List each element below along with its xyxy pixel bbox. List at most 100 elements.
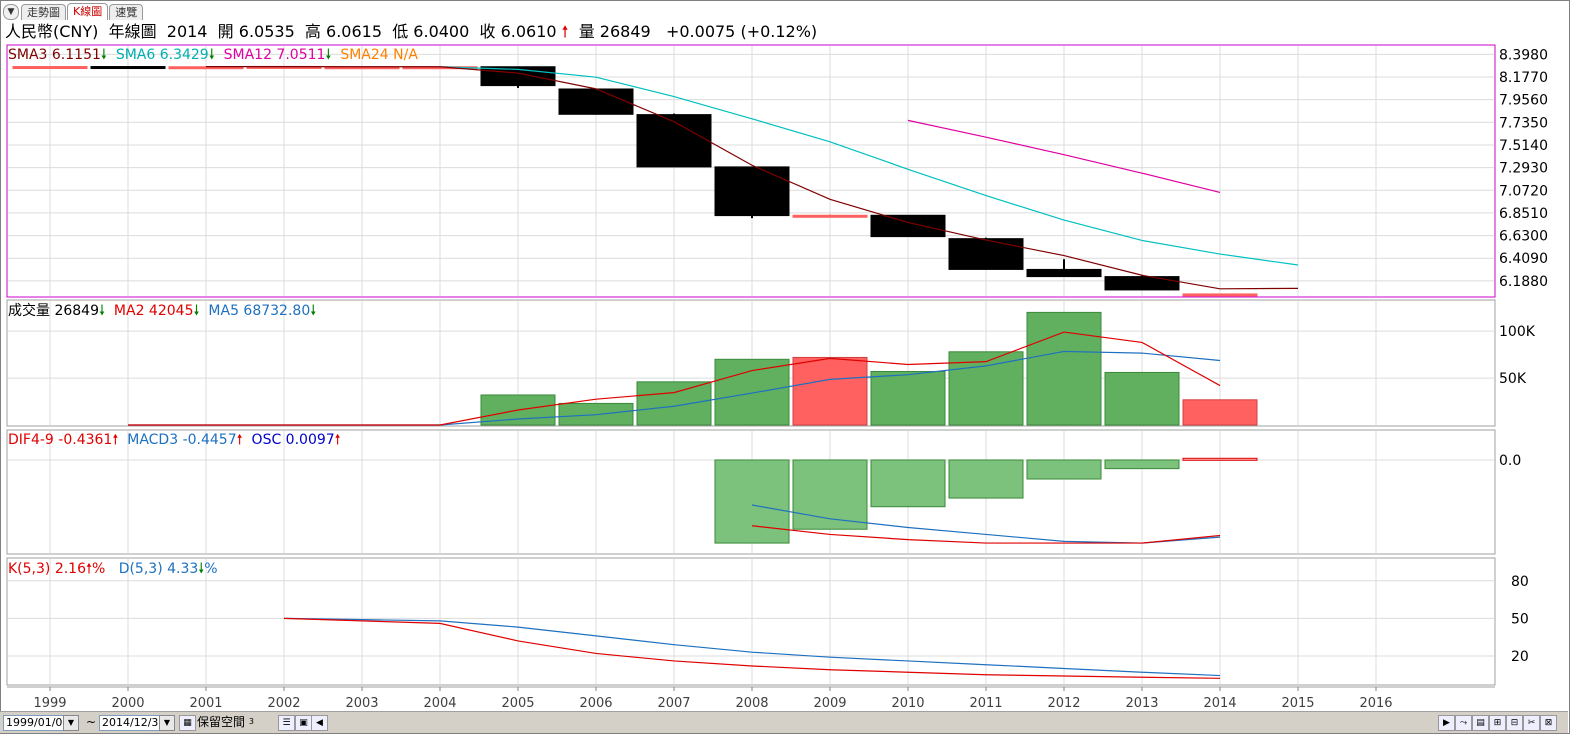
osc-up-arrow-icon: 🠕 xyxy=(334,432,341,448)
candle-body xyxy=(1182,293,1258,297)
ma5-legend: MA5 68732.80 xyxy=(208,303,311,319)
year-label: 2014 xyxy=(166,22,208,41)
period-label: 年線圖 xyxy=(108,22,157,41)
panel-frame-4 xyxy=(6,557,1496,686)
d-percent: % xyxy=(204,561,218,577)
x-tick-label: 2008 xyxy=(735,696,768,711)
osc-bar xyxy=(792,459,868,530)
kd-legend: K(5,3) 2.16🠕% D(5,3) 4.33🠗% xyxy=(8,561,218,577)
volume-bar xyxy=(714,358,790,426)
volume-label: 量 xyxy=(578,22,595,41)
osc-bar xyxy=(1104,459,1180,470)
end-date-dropdown-icon[interactable]: ▼ xyxy=(159,715,175,731)
macd-legend: DIF4-9 -0.4361🠕 MACD3 -0.4457🠕 OSC 0.009… xyxy=(8,432,341,448)
volume-bar xyxy=(948,351,1024,426)
candle-body xyxy=(870,214,946,238)
change-value: +0.0075 (+0.12%) xyxy=(665,22,818,41)
volume-bar xyxy=(1026,311,1102,426)
x-tick-label: 2003 xyxy=(345,696,378,711)
zoom-out-icon[interactable]: ⊟ xyxy=(1506,715,1523,731)
k-line xyxy=(283,617,1221,679)
volume-bar xyxy=(1104,371,1180,426)
zoom-in-icon[interactable]: ⊞ xyxy=(1489,715,1506,731)
start-date-dropdown-icon[interactable]: ▼ xyxy=(63,715,79,731)
price-tick-label: 7.0720 xyxy=(1499,183,1548,199)
price-tick-label: 7.7350 xyxy=(1499,115,1548,131)
list-icon[interactable]: ☰ xyxy=(278,715,295,731)
start-date-field[interactable]: 1999/01/01 xyxy=(3,715,69,731)
close-value: 6.0610 xyxy=(500,22,557,41)
volume-value: 26849 xyxy=(599,22,651,41)
reserve-space-label: 保留空間 3 xyxy=(197,715,254,729)
volume-tick-label: 100K xyxy=(1499,324,1536,340)
macd-up-arrow-icon: 🠕 xyxy=(236,432,243,448)
vol-down-arrow-icon: 🠗 xyxy=(99,303,106,319)
sma3-line xyxy=(206,66,1299,290)
low-value: 6.0400 xyxy=(413,22,470,41)
price-tick-label: 6.6300 xyxy=(1499,229,1548,245)
dif-legend: DIF4-9 -0.4361 xyxy=(8,432,113,448)
x-tick-label: 1999 xyxy=(33,696,66,711)
export-icon[interactable]: ▤ xyxy=(1472,715,1489,731)
volume-bar xyxy=(792,356,868,426)
ma2-line xyxy=(128,331,1221,426)
x-tick-label: 2011 xyxy=(969,696,1002,711)
quote-header: 人民幣(CNY) 年線圖 2014 開 6.0535 高 6.0615 低 6.… xyxy=(5,22,817,42)
high-label: 高 xyxy=(304,22,321,41)
end-date-field[interactable]: 2014/12/31 xyxy=(99,715,165,731)
price-tick-label: 6.1880 xyxy=(1499,274,1548,290)
x-tick-label: 2002 xyxy=(267,696,300,711)
reserve-space-text: 保留空間 xyxy=(197,715,246,729)
sma12-legend: SMA12 7.0511 xyxy=(223,47,326,63)
x-tick-label: 2016 xyxy=(1359,696,1392,711)
x-tick-label: 2009 xyxy=(813,696,846,711)
chart-type-icon[interactable]: ⤳ xyxy=(1455,715,1472,731)
sma6-line xyxy=(439,66,1299,266)
macd-tick-label: 0.0 xyxy=(1499,453,1521,469)
k-legend: K(5,3) 2.16 xyxy=(8,561,86,577)
tab-kline[interactable]: K線圖 xyxy=(67,3,109,20)
tab-overview[interactable]: 速覽 xyxy=(109,4,144,20)
price-tick-label: 8.1770 xyxy=(1499,70,1548,86)
dif-line xyxy=(751,525,1221,544)
candle-body xyxy=(1104,276,1180,291)
tab-menu-icon[interactable]: ▼ xyxy=(3,4,19,20)
volume-tick-label: 50K xyxy=(1499,371,1527,387)
osc-bar xyxy=(1026,459,1102,480)
candle-body xyxy=(558,88,634,115)
sma6-down-arrow-icon: 🠗 xyxy=(208,47,215,63)
high-value: 6.0615 xyxy=(326,22,383,41)
price-legend: SMA3 6.1151🠗 SMA6 6.3429🠗 SMA12 7.0511🠗 … xyxy=(8,47,418,63)
close-label: 收 xyxy=(479,22,496,41)
calendar-icon[interactable]: ▦ xyxy=(179,715,196,731)
image-icon[interactable]: ▣ xyxy=(295,715,312,731)
sma3-down-arrow-icon: 🠗 xyxy=(100,47,107,63)
osc-bar xyxy=(1182,457,1258,461)
ma2-legend: MA2 42045 xyxy=(113,303,194,319)
scroll-left-icon[interactable]: ◀ xyxy=(311,715,328,731)
sma12-down-arrow-icon: 🠗 xyxy=(325,47,332,63)
chart-canvas: 1999 2000 2001 2002 2003 2004 2005 2006 2007 2008… xyxy=(6,44,1548,711)
candle-body xyxy=(1026,268,1102,278)
scroll-right-icon[interactable]: ▶ xyxy=(1438,715,1455,731)
price-tick-label: 6.8510 xyxy=(1499,206,1548,222)
tab-bar: ▼ 走勢圖 K線圖 速覽 xyxy=(3,3,144,20)
close-up-arrow-icon: 🠕 xyxy=(561,22,569,41)
x-tick-label: 2013 xyxy=(1125,696,1158,711)
x-tick-label: 2015 xyxy=(1281,696,1314,711)
bottom-toolbar: 1999/01/01 ▼ ~ 2014/12/31 ▼ ▦ 保留空間 3 ☰ ▣… xyxy=(0,711,1568,733)
k-percent: % xyxy=(92,561,106,577)
osc-bar xyxy=(870,459,946,508)
price-tick-label: 8.3980 xyxy=(1499,47,1548,63)
x-tick-label: 2004 xyxy=(423,696,456,711)
tools-icon[interactable]: ✂ xyxy=(1523,715,1540,731)
volume-bar xyxy=(480,394,556,426)
open-value: 6.0535 xyxy=(238,22,295,41)
x-tick-label: 2000 xyxy=(111,696,144,711)
tab-trend[interactable]: 走勢圖 xyxy=(21,4,66,20)
x-tick-label: 2010 xyxy=(891,696,924,711)
help-icon[interactable]: ⊠ xyxy=(1540,715,1557,731)
vol-legend: 成交量 26849 xyxy=(8,303,99,319)
reserve-count: 3 xyxy=(248,717,254,726)
